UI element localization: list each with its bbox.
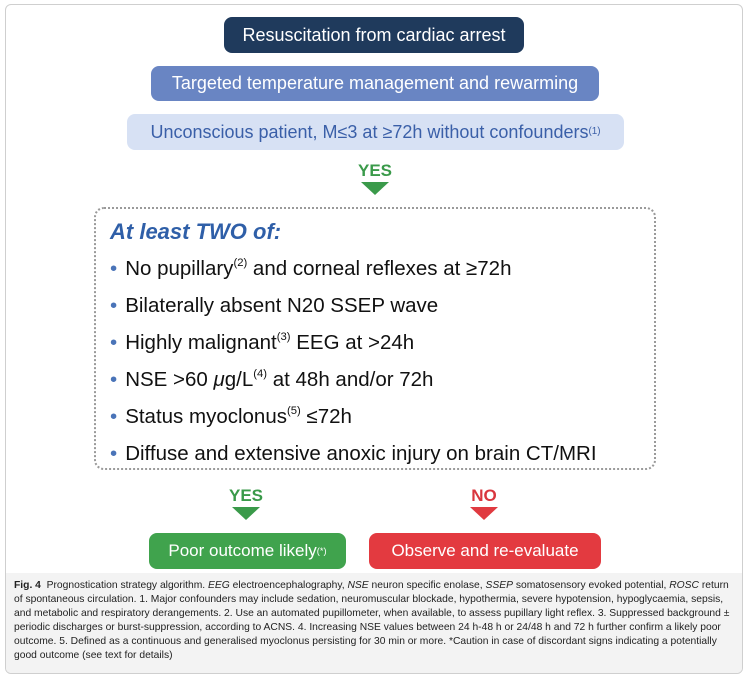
text-text: and corneal reflexes at ≥72h	[247, 257, 512, 280]
bullet: •	[110, 405, 118, 428]
yes-label: YES	[228, 486, 264, 505]
ttm-box: Targeted temperature management and rewa…	[151, 66, 599, 101]
bullet: •	[110, 331, 118, 354]
text-text: Diffuse and extensive anoxic injury on b…	[125, 442, 597, 465]
text-text: return of spontaneous circulation. 1. Ma…	[14, 580, 733, 661]
start-box: Resuscitation from cardiac arrest	[224, 17, 524, 53]
text-text: somatosensory evoked potential,	[512, 580, 670, 591]
text-text: Observe and re-evaluate	[391, 541, 579, 560]
text-italic: SSEP	[485, 580, 513, 591]
text-text: at 48h and/or 72h	[267, 368, 434, 391]
text-text: neuron specific enolase,	[368, 580, 486, 591]
criterion: • Diffuse and extensive anoxic injury on …	[110, 442, 597, 466]
arrow	[361, 182, 389, 195]
text-italic: μ	[213, 368, 225, 391]
criterion: • Status myoclonus(5) ≤72h	[110, 405, 352, 429]
text-text: g/L	[224, 368, 254, 391]
text-text: Poor outcome likely	[168, 541, 317, 560]
bullet: •	[110, 442, 118, 465]
arrow	[470, 507, 498, 520]
figure: Resuscitation from cardiac arrest Target…	[5, 4, 743, 674]
text-italic: NSE	[347, 580, 369, 591]
text-text: NSE >60	[125, 368, 214, 391]
arrow	[232, 507, 260, 520]
bullet: •	[110, 257, 118, 280]
criterion: • Bilaterally absent N20 SSEP wave	[110, 294, 438, 318]
text-text: Prognostication strategy algorithm.	[40, 580, 209, 591]
criteria-heading: At least TWO of:	[110, 219, 282, 244]
criteria-box: At least TWO of: • No pupillary(2) and co…	[94, 207, 656, 470]
text-text: Resuscitation from cardiac arrest	[242, 24, 506, 45]
text-text: EEG at >24h	[290, 331, 415, 354]
text-text: Highly malignant	[125, 331, 277, 354]
text-bold: Fig. 4	[14, 580, 41, 591]
text-text: No pupillary	[125, 257, 234, 280]
text-sup: (3)	[276, 330, 291, 343]
text-text: electroencephalography,	[229, 580, 348, 591]
no-label: NO	[471, 486, 497, 505]
text-sup: (4)	[253, 367, 268, 380]
text-text: Targeted temperature management and rewa…	[171, 73, 579, 93]
bullet: •	[110, 368, 118, 391]
text-sup: (5)	[287, 404, 301, 417]
text-text: Bilaterally absent N20 SSEP wave	[125, 294, 439, 317]
poor-outcome-box: Poor outcome likely (*)	[149, 533, 346, 569]
text-text: ≤72h	[300, 405, 352, 428]
text-italic: ROSC	[669, 580, 699, 591]
criterion: • NSE >60 μg/L(4) at 48h and/or 72h	[110, 368, 433, 392]
patient-box: Unconscious patient, M≤3 at ≥72h without…	[127, 114, 624, 150]
yes-label: YES	[357, 161, 393, 180]
observe-box: Observe and re-evaluate	[369, 533, 601, 569]
text-text: Status myoclonus	[125, 405, 287, 428]
bullet: •	[110, 294, 118, 317]
text-text: Unconscious patient, M≤3 at ≥72h without…	[150, 121, 589, 142]
caption: Fig. 4 Prognostication strategy algorith…	[6, 573, 742, 673]
criterion: • No pupillary(2) and corneal reflexes at…	[110, 257, 511, 281]
text-italic: EEG	[208, 580, 230, 591]
text-sup: (2)	[233, 256, 248, 269]
criterion: • Highly malignant(3) EEG at >24h	[110, 331, 414, 355]
